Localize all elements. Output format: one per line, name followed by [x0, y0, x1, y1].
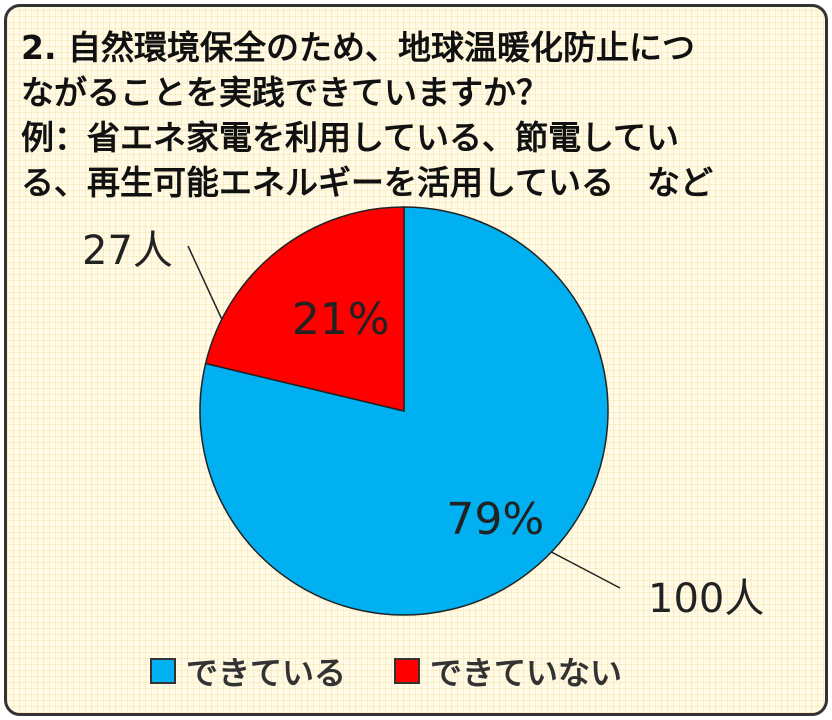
legend-item-dekiteiru: できている	[150, 648, 346, 694]
legend-label: できている	[186, 654, 347, 692]
pie-slice-dekiteinai	[204, 206, 405, 412]
legend-swatch-blue	[150, 658, 176, 684]
leader-line-dekiteinai	[187, 245, 223, 320]
chart-legend: できている できていない	[150, 648, 670, 694]
legend-swatch-red	[394, 658, 421, 684]
chart-title: 2. 自然環境保全のため、地球温暖化防止につ ながることを実践できていますか？ …	[21, 25, 821, 205]
title-line: る、再生可能エネルギーを活用している など	[21, 163, 714, 202]
legend-label: できていない	[430, 654, 623, 692]
percent-label-dekiteinai: 21%	[292, 294, 390, 345]
legend-item-dekiteinai: できていない	[394, 648, 622, 694]
title-line: ながることを実践できていますか？	[21, 73, 549, 112]
count-label-dekiteinai: 27人	[82, 228, 173, 274]
title-line: 2. 自然環境保全のため、地球温暖化防止につ	[21, 28, 695, 67]
percent-label-dekiteiru: 79%	[446, 494, 544, 545]
leader-line-dekiteiru	[551, 551, 621, 589]
count-label-dekiteiru: 100人	[648, 576, 764, 622]
title-line: 例：省エネ家電を利用している、節電してい	[21, 118, 680, 157]
